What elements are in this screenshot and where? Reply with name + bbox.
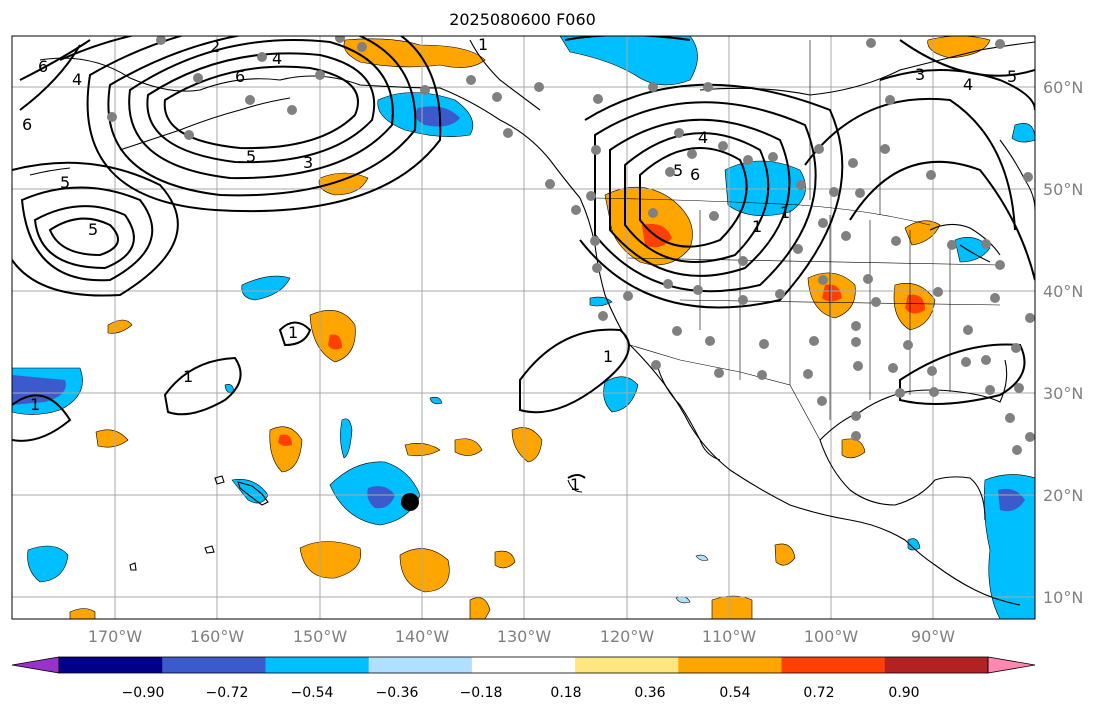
contour-label: 4 [698,128,708,147]
colorbar-segment [781,657,886,673]
political-borders [594,40,1001,441]
station-dots [107,36,1035,455]
contour-label: 6 [235,67,245,86]
lat-label: 10°N [1043,588,1083,607]
lon-label: 140°W [395,627,450,646]
position-marker [401,493,419,511]
lat-label: 60°N [1043,78,1083,97]
contour-label: 1 [570,475,580,494]
lon-label: 170°W [88,627,143,646]
colorbar-extend-min [11,656,60,674]
contour-lines [12,36,1035,479]
colorbar-tick-label: −0.36 [376,685,419,701]
contour-label: 1 [30,395,40,414]
contour-label: 6 [38,57,48,76]
colorbar-segment [265,657,370,673]
lon-label: 120°W [600,627,655,646]
contour-label: 1 [288,323,298,342]
contour-label: 6 [690,165,700,184]
graticule [12,36,1035,619]
lat-label: 30°N [1043,384,1083,403]
contour-label: 6 [22,115,32,134]
contour-label: 1 [780,203,790,222]
lon-label: 90°W [911,627,955,646]
contour-label: 5 [673,161,683,180]
contour-label: 3 [303,153,313,172]
lat-label: 40°N [1043,282,1083,301]
contour-label: 4 [72,70,82,89]
contour-label: 4 [272,49,282,68]
contour-label: 1 [603,347,613,366]
colorbar-tick-label: −0.18 [460,685,503,701]
contour-label: 3 [915,65,925,84]
lon-label: 160°W [190,627,245,646]
lon-label: 100°W [804,627,859,646]
contour-label: 1 [752,217,762,236]
lon-label: 130°W [497,627,552,646]
lon-label: 150°W [293,627,348,646]
colorbar-segment [368,657,473,673]
coastlines [29,39,1035,606]
colorbar-extend-max [987,656,1036,674]
colorbar-tick-label: 0.54 [719,685,750,701]
colorbar-frame [58,656,989,674]
lat-label: 20°N [1043,486,1083,505]
colorbar-tick-label: 0.72 [803,685,834,701]
map-title: 2025080600 F060 [449,10,596,29]
colorbar [11,656,1036,674]
colorbar-segment [575,657,679,673]
contour-label: 5 [1007,67,1017,86]
lat-label: 50°N [1043,180,1083,199]
colorbar-tick-label: 0.90 [888,685,919,701]
colorbar-segment [59,657,163,673]
colorbar-segment [884,657,989,673]
colorbar-segment [162,657,266,673]
colorbar-tick-labels: −0.90 −0.72 −0.54 −0.36 −0.18 0.18 0.36 … [122,685,920,701]
colorbar-tick-label: −0.72 [206,685,249,701]
colorbar-tick-label: 0.36 [634,685,665,701]
colorbar-tick-label: −0.90 [122,685,165,701]
contour-label: 1 [183,367,193,386]
lon-label: 110°W [702,627,757,646]
longitude-axis-labels: 170°W 160°W 150°W 140°W 130°W 120°W 110°… [88,627,955,646]
contour-label: 5 [246,147,256,166]
contour-label: 5 [88,220,98,239]
contour-label: 4 [963,75,973,94]
contour-label: 5 [60,173,70,192]
contour-label: 2 [210,37,220,56]
plot-frame [11,35,1036,620]
colorbar-tick-label: 0.18 [550,685,581,701]
contour-label-group: 6 4 2 4 6 5 3 5 6 5 1 1 1 1 1 1 4 5 6 1 … [22,35,1017,494]
colorbar-segment [471,657,576,673]
colorbar-segment [678,657,783,673]
latitude-axis-labels: 60°N 50°N 40°N 30°N 20°N 10°N [1043,78,1083,607]
contour-label: 1 [478,35,488,54]
colorbar-tick-label: −0.54 [291,685,334,701]
